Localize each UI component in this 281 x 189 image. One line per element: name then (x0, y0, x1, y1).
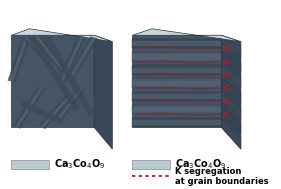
Polygon shape (132, 52, 221, 62)
Polygon shape (20, 101, 64, 124)
Polygon shape (10, 37, 28, 82)
Polygon shape (132, 105, 221, 114)
Polygon shape (132, 78, 221, 88)
Polygon shape (28, 36, 80, 110)
Polygon shape (132, 107, 221, 112)
Polygon shape (38, 92, 75, 129)
Polygon shape (132, 92, 221, 101)
Polygon shape (44, 36, 96, 116)
Polygon shape (12, 29, 112, 42)
Polygon shape (132, 65, 221, 75)
Polygon shape (40, 93, 73, 128)
Polygon shape (221, 118, 241, 149)
Polygon shape (13, 86, 46, 129)
Polygon shape (132, 118, 221, 127)
Polygon shape (221, 78, 241, 103)
Polygon shape (132, 54, 221, 60)
Text: Ca$_3$Co$_4$O$_9$: Ca$_3$Co$_4$O$_9$ (175, 158, 226, 171)
Polygon shape (132, 67, 221, 73)
FancyBboxPatch shape (132, 160, 170, 169)
Polygon shape (12, 35, 94, 127)
Polygon shape (15, 87, 43, 128)
Polygon shape (53, 86, 86, 123)
Polygon shape (25, 37, 58, 70)
Text: K segregation
at grain boundaries: K segregation at grain boundaries (175, 167, 269, 186)
Polygon shape (132, 94, 221, 99)
Polygon shape (132, 35, 221, 127)
Polygon shape (35, 36, 68, 76)
Polygon shape (221, 92, 241, 119)
Polygon shape (71, 37, 96, 76)
Text: Ca$_3$Co$_4$O$_9$: Ca$_3$Co$_4$O$_9$ (54, 158, 106, 171)
Polygon shape (94, 35, 112, 149)
FancyBboxPatch shape (12, 160, 49, 169)
Polygon shape (58, 35, 86, 82)
Polygon shape (55, 87, 83, 122)
Polygon shape (221, 65, 241, 88)
Polygon shape (221, 52, 241, 72)
Polygon shape (68, 36, 98, 77)
Polygon shape (8, 37, 31, 82)
Polygon shape (221, 39, 241, 57)
Polygon shape (221, 105, 241, 134)
Polygon shape (132, 29, 241, 42)
Polygon shape (221, 35, 241, 149)
Polygon shape (132, 39, 221, 48)
Polygon shape (23, 36, 60, 71)
Polygon shape (132, 41, 221, 46)
Polygon shape (33, 35, 71, 77)
Polygon shape (132, 120, 221, 125)
Polygon shape (60, 36, 84, 82)
Polygon shape (132, 81, 221, 86)
